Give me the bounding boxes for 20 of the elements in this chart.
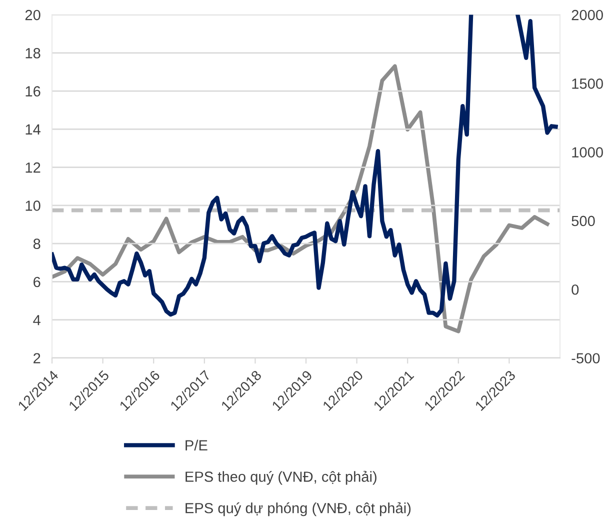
y-tick-label: 20 [25, 10, 40, 20]
y-tick-label: 8 [33, 238, 40, 250]
line-series [52, 64, 550, 334]
y-tick-label: 4 [33, 315, 40, 326]
y2-tick-label: 1000 [572, 147, 603, 158]
legend-label: EPS quý dự phóng (VNĐ, cột phải) [186, 502, 411, 516]
y2-tick-label: 500 [572, 216, 595, 226]
y-tick-label: 16 [26, 86, 40, 96]
y-tick-label: 12 [26, 162, 40, 173]
y-tick-label: 14 [26, 124, 40, 134]
y2-tick-label: 2000 [572, 10, 603, 20]
y-tick-label: 10 [26, 200, 40, 211]
y2-tick-label: 1500 [572, 78, 603, 89]
y2-tick-label: 0 [572, 284, 579, 295]
y-tick-label: 18 [26, 48, 40, 58]
y-tick-label: 6 [34, 276, 40, 288]
legend-label: P/E [186, 440, 208, 450]
y-tick-label: 2 [34, 353, 40, 364]
legend-label: EPS theo quý (VNĐ, cột phải) [186, 470, 376, 485]
y2-tick-label: -500 [572, 353, 600, 364]
